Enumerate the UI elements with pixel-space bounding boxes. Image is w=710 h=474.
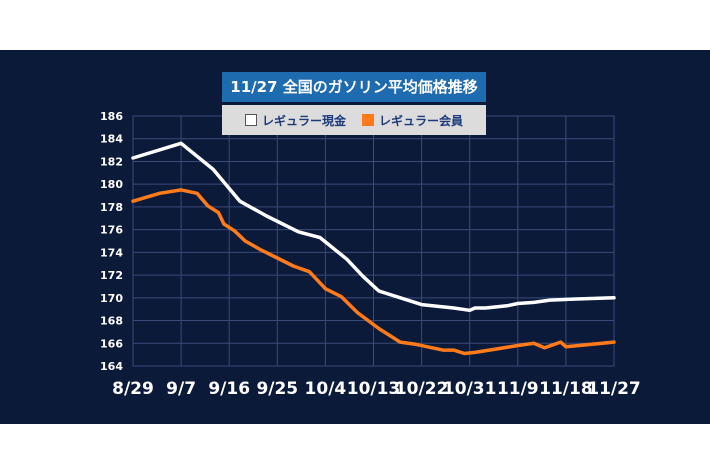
- series-line-member: [131, 188, 616, 356]
- legend-swatch-cash: [244, 114, 257, 126]
- y-tick-label: 182: [100, 155, 123, 168]
- series-line-cash: [131, 141, 616, 313]
- chart-title: 11/27 全国のガソリン平均価格推移: [222, 72, 486, 102]
- y-tick-label: 180: [100, 178, 123, 191]
- x-tick-label: 8/29: [112, 379, 154, 399]
- chart-panel: 164 166 168 170 172 174 176 178 180 182 184 186 8/2…: [0, 50, 710, 424]
- legend-label-member: レギュラー会員: [379, 113, 464, 128]
- chart-legend: レギュラー現金 レギュラー会員: [222, 105, 486, 135]
- x-tick-label: 9/7: [166, 379, 196, 399]
- y-tick-label: 166: [100, 337, 123, 350]
- price-chart: 164 166 168 170 172 174 176 178 180 182 184 186 8/2…: [100, 110, 641, 399]
- x-tick-label: 9/16: [208, 379, 250, 399]
- legend-item-member: レギュラー会員: [362, 112, 463, 129]
- y-tick-label: 186: [100, 110, 123, 123]
- x-tick-label: 9/25: [256, 379, 298, 399]
- y-tick-label: 176: [100, 224, 123, 237]
- y-tick-label: 178: [100, 201, 123, 214]
- x-tick-label: 11/27: [587, 379, 641, 399]
- legend-label-cash: レギュラー現金: [261, 113, 346, 128]
- y-tick-label: 170: [100, 292, 123, 305]
- y-tick-label: 184: [100, 133, 123, 146]
- x-tick-label: 10/31: [443, 379, 497, 399]
- y-tick-label: 164: [100, 360, 123, 373]
- x-tick-label: 10/22: [395, 379, 449, 399]
- x-tick-label: 10/13: [347, 379, 401, 399]
- y-tick-label: 168: [100, 315, 123, 328]
- x-tick-label: 11/9: [497, 379, 539, 399]
- y-tick-label: 172: [100, 269, 123, 282]
- x-tick-label: 10/4: [305, 379, 347, 399]
- y-tick-label: 174: [100, 246, 123, 259]
- legend-swatch-member: [362, 114, 374, 126]
- legend-item-cash: レギュラー現金: [244, 112, 346, 129]
- x-tick-label: 11/18: [539, 379, 593, 399]
